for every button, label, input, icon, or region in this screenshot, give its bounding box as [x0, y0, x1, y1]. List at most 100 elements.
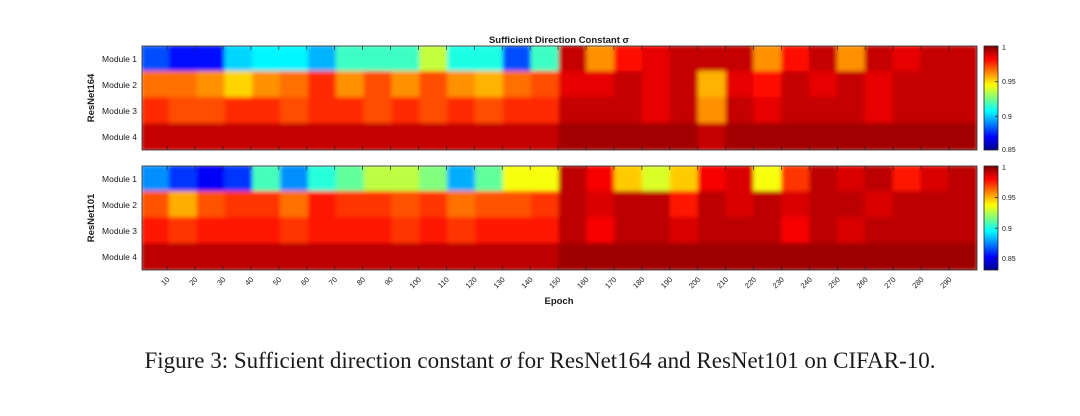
heatmap-cell: [725, 97, 756, 125]
x-tick-label: 110: [436, 275, 451, 290]
heatmap-cell: [447, 46, 477, 73]
heatmap-cell: [196, 46, 227, 73]
heatmap-cell: [892, 166, 923, 193]
heatmap-cell: [363, 166, 394, 193]
heatmap-cell: [280, 166, 310, 193]
heatmap-cell: [419, 243, 450, 270]
heatmap-cell: [252, 166, 283, 193]
heatmap-cell: [308, 97, 338, 125]
heatmap-cell: [391, 217, 422, 245]
heatmap-cell: [502, 191, 533, 219]
heatmap-cell: [475, 71, 505, 99]
heatmap-cell: [753, 97, 784, 125]
heatmap-cell: [447, 71, 477, 99]
colorbar-tick-label: 0.9: [1002, 226, 1012, 233]
heatmap-cell: [224, 217, 255, 245]
heatmap-cell: [669, 46, 700, 73]
heatmap-cell: [196, 217, 227, 245]
x-tick-label: 240: [799, 275, 814, 290]
heatmap-cell: [335, 123, 366, 150]
heatmap-cell: [864, 191, 895, 219]
heatmap-cell: [447, 97, 477, 125]
heatmap-cell: [697, 46, 728, 73]
heatmap-cell: [753, 191, 784, 219]
colorbar-tick-label: 0.85: [1002, 256, 1016, 263]
heatmap-cell: [864, 243, 895, 270]
heatmap-cell: [502, 123, 533, 150]
heatmap-cell: [948, 243, 977, 270]
heatmap-cell: [669, 166, 700, 193]
row-label-module-3: Module 3: [102, 226, 137, 236]
x-tick-label: 100: [408, 275, 423, 290]
heatmap-cell: [781, 217, 811, 245]
heatmap-cell: [252, 71, 283, 99]
panel-resnet164: Module 1 Module 2 Module 3 Module 4 ResN…: [86, 45, 1016, 154]
heatmap-cell: [142, 46, 171, 73]
heatmap-cell: [948, 71, 977, 99]
heatmap-cell: [920, 217, 951, 245]
heatmap-cell: [836, 217, 867, 245]
heatmap-cell: [809, 243, 839, 270]
heatmap-cell: [335, 243, 366, 270]
heatmap-cell: [558, 191, 589, 219]
heatmap-cell: [475, 46, 505, 73]
x-tick-label: 90: [383, 275, 395, 287]
x-tick-label: 180: [631, 275, 646, 290]
heatmap-cell: [558, 243, 589, 270]
heatmap-cell: [586, 97, 617, 125]
heatmap-cell: [892, 46, 923, 73]
row-label-module-1: Module 1: [102, 54, 137, 64]
x-tick-label: 40: [243, 275, 255, 287]
heatmap-cell: [642, 166, 672, 193]
heatmap-cell: [335, 217, 366, 245]
heatmap-cell: [142, 123, 171, 150]
heatmap-cell: [948, 217, 977, 245]
plot-frame-resnet101: [141, 165, 978, 271]
heatmap-cell: [781, 123, 811, 150]
heatmap-cell: [391, 123, 422, 150]
heatmap-cell: [530, 123, 561, 150]
heatmap-cell: [948, 166, 977, 193]
heatmap-cell: [168, 71, 199, 99]
heatmap-cell: [224, 243, 255, 270]
x-tick-label: 70: [327, 275, 339, 287]
heatmap-cell: [753, 217, 784, 245]
heatmap-cell: [142, 191, 171, 219]
heatmap-cell: [669, 123, 700, 150]
row-label-module-2: Module 2: [102, 200, 137, 210]
heatmap-cell: [252, 217, 283, 245]
heatmap-cell: [363, 123, 394, 150]
heatmap-cell: [419, 123, 450, 150]
heatmap-cell: [892, 97, 923, 125]
heatmap-cell: [475, 191, 505, 219]
row-label-module-3: Module 3: [102, 106, 137, 116]
heatmap-cell: [781, 243, 811, 270]
heatmap-cell: [864, 97, 895, 125]
heatmap-cell: [168, 243, 199, 270]
heatmap-cell: [142, 71, 171, 99]
caption-prefix: Figure 3: Sufficient direction constant: [144, 348, 500, 373]
heatmap-cell: [920, 97, 951, 125]
heatmap-cell: [224, 71, 255, 99]
heatmap-cell: [892, 217, 923, 245]
heatmap-cell: [920, 191, 951, 219]
x-tick-label: 290: [938, 275, 953, 290]
heatmap-cell: [447, 217, 477, 245]
heatmap-cell: [753, 123, 784, 150]
heatmap-cell: [558, 217, 589, 245]
heatmap-cell: [892, 191, 923, 219]
heatmap-cell: [502, 71, 533, 99]
heatmap-cell: [920, 123, 951, 150]
heatmap-cell: [642, 97, 672, 125]
heatmap-cell: [224, 191, 255, 219]
heatmap-cell: [447, 166, 477, 193]
row-label-module-4: Module 4: [102, 252, 137, 262]
heatmap-cell: [809, 46, 839, 73]
heatmap-cell: [697, 123, 728, 150]
heatmap-cell: [614, 166, 644, 193]
heatmap-cell: [697, 217, 728, 245]
heatmap-cell: [864, 71, 895, 99]
heatmap-cell: [502, 97, 533, 125]
heatmap-cell: [280, 71, 310, 99]
row-label-module-4: Module 4: [102, 132, 137, 142]
